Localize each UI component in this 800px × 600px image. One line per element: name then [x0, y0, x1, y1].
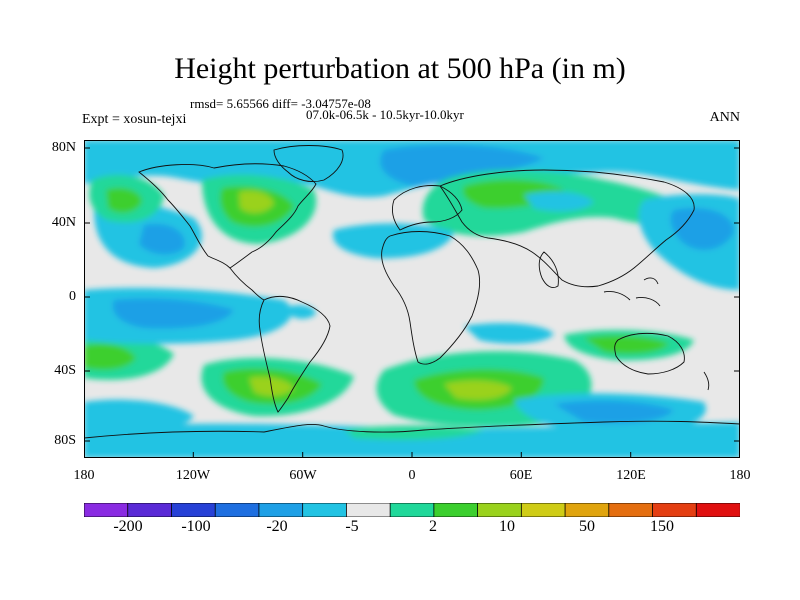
lat-label-80s: 80S: [54, 433, 76, 448]
anomaly-region-atlantic-negative: [333, 223, 454, 259]
colorbar-label-2: 2: [429, 518, 437, 535]
coastline-antarctica: [84, 420, 740, 439]
coastlines: [84, 145, 740, 439]
colorbar-swatch: [84, 503, 129, 517]
coastline-india: [538, 251, 559, 289]
lat-label-80n: 80N: [51, 140, 76, 155]
anomaly-region-tropical-negative: [284, 305, 316, 319]
colorbar-swatch: [127, 503, 173, 517]
lon-label-0: 0: [408, 468, 416, 483]
colorbar-swatch: [214, 503, 260, 517]
anomaly-region-antarctic-negative: [84, 422, 740, 458]
colorbar-label-minus-100: -100: [181, 518, 211, 535]
colorbar-label-150: 150: [650, 518, 674, 535]
lat-label-0: 0: [69, 289, 76, 304]
lon-label-60w: 60W: [289, 468, 317, 483]
anomaly-region-australia-positive-core: [584, 335, 669, 354]
colorbar-swatch: [302, 503, 348, 517]
axis-ticks: [84, 147, 740, 458]
anomaly-region-antarctic-positive: [344, 425, 484, 440]
colorbar-label-10: 10: [499, 518, 515, 535]
colorbar-swatch: [608, 503, 654, 517]
height-perturbation-map: [84, 140, 740, 458]
coastline-se-asia: [603, 277, 661, 307]
coastline-asia: [439, 169, 695, 288]
anomaly-region-australia-negative: [464, 323, 554, 344]
colorbar-swatch: [345, 503, 391, 517]
colorbar-label-minus-5: -5: [345, 518, 359, 535]
colorbar-swatch: [520, 503, 566, 517]
anomaly-region-namerica-positive-peak: [239, 190, 274, 213]
season-label: ANN: [709, 110, 740, 125]
colorbar-swatch: [564, 503, 610, 517]
coastline-australia: [614, 332, 685, 375]
lon-label-60e: 60E: [509, 468, 533, 483]
stats-line: rmsd= 5.65566 diff= -3.04757e-08: [190, 96, 371, 111]
colorbar-swatch: [389, 503, 435, 517]
period-line: 07.0k-06.5k - 10.5kyr-10.0kyr: [306, 107, 464, 122]
anomaly-region-spacific-negative-core: [112, 298, 234, 329]
colorbar-swatch: [652, 503, 697, 517]
colorbar-label-minus-20: -20: [266, 518, 288, 535]
anomaly-region-spacific-positive-core: [84, 343, 136, 370]
anomaly-region-asia-negative: [524, 191, 594, 212]
colorbar-swatch: [171, 503, 216, 517]
coastline-europe: [391, 185, 463, 231]
coastline-central-america: [229, 267, 265, 301]
coastline-greenland: [273, 145, 344, 183]
lat-label-40n: 40N: [51, 215, 76, 230]
colorbar-label-minus-200: -200: [113, 518, 143, 535]
map-title: Height perturbation at 500 hPa (in m): [174, 52, 626, 85]
coastline-africa: [381, 231, 481, 365]
lat-label-40s: 40S: [54, 363, 76, 378]
coastline-north-america: [138, 163, 317, 269]
coastline-new-zealand: [703, 371, 710, 391]
colorbar-swatch: [433, 503, 479, 517]
anomaly-region-npacific-negative-core: [139, 223, 185, 255]
colorbar-label-50: 50: [579, 518, 595, 535]
experiment-label: Expt = xosun-tejxi: [82, 112, 187, 127]
colorbar-swatch: [695, 503, 740, 517]
lon-label-120e: 120E: [616, 468, 646, 483]
colorbar-swatch: [258, 503, 304, 517]
colorbar-swatch: [477, 503, 523, 517]
coastline-south-america: [258, 295, 331, 413]
lon-label-120w: 120W: [175, 468, 211, 483]
anomaly-region-arctic-negative-core: [380, 144, 544, 186]
anomaly-region-sindian-positive-peak: [444, 380, 512, 400]
anomaly-region-sindian-negative-core: [554, 400, 674, 424]
anomaly-region-npacific-positive-core: [106, 187, 142, 213]
anomaly-region-wpacific-negative-core: [670, 208, 734, 250]
lon-label-180e: 180: [729, 468, 751, 483]
colorbar: [84, 503, 740, 517]
lon-label-180w: 180: [73, 468, 95, 483]
